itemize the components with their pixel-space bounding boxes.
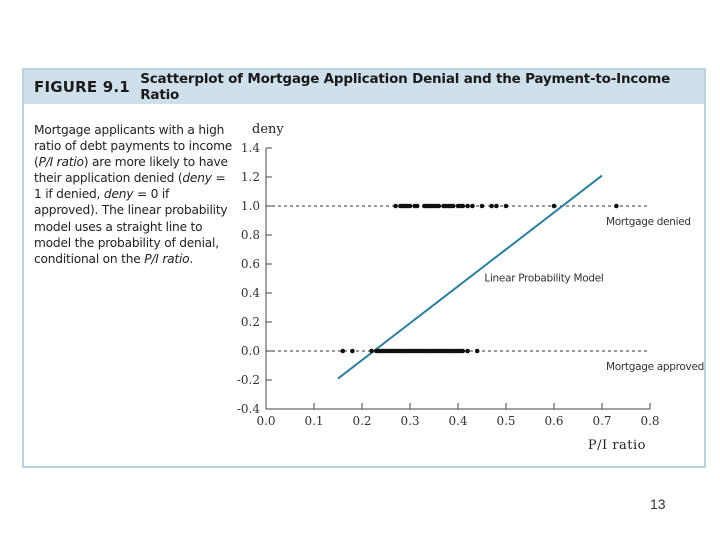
denied-point bbox=[465, 203, 470, 209]
caption-deny-1: deny bbox=[182, 171, 212, 186]
caption-text-1: Mortgage applicants with a high ratio of… bbox=[34, 123, 233, 170]
figure-header: FIGURE 9.1 Scatterplot of Mortgage Appli… bbox=[24, 70, 704, 104]
scatter-chart: -0.4 -0.2 0.0 0.2 0.4 0.6 0.8 1.0 1.2 1.4 0.0 0.1 0.… bbox=[237, 122, 704, 453]
caption-pi-ratio-2: P/I ratio bbox=[144, 251, 190, 266]
figure-box: FIGURE 9.1 Scatterplot of Mortgage Appli… bbox=[22, 68, 706, 468]
figure-title: Scatterplot of Mortgage Application Deni… bbox=[140, 71, 671, 103]
y-axis-label: deny bbox=[252, 122, 284, 137]
x-tick-label: 0.7 bbox=[592, 414, 611, 428]
x-tick-label: 0.0 bbox=[256, 414, 275, 428]
denied-point bbox=[460, 203, 466, 209]
approved-point bbox=[460, 348, 466, 354]
x-tick-label: 0.2 bbox=[352, 414, 371, 428]
x-tick-label: 0.5 bbox=[496, 414, 515, 428]
caption-text-4: = 0 if approved). The linear probability… bbox=[34, 187, 228, 266]
y-tick-label: 0.4 bbox=[241, 286, 260, 300]
reference-label-denied: Mortgage denied bbox=[606, 216, 691, 228]
approved-point bbox=[474, 348, 480, 354]
denied-point bbox=[450, 203, 456, 209]
y-tick-label: 1.4 bbox=[241, 141, 260, 155]
fit-line-label: Linear Probability Model bbox=[484, 272, 603, 284]
x-tick-label: 0.4 bbox=[448, 414, 467, 428]
x-axis-label: P/I ratio bbox=[588, 438, 646, 453]
linear-probability-line bbox=[337, 174, 603, 380]
caption-pi-ratio-1: P/I ratio bbox=[38, 155, 84, 170]
denied-point bbox=[414, 203, 420, 209]
y-tick-label: 0.6 bbox=[241, 257, 260, 271]
x-tick-label: 0.1 bbox=[304, 414, 323, 428]
y-tick-label: -0.4 bbox=[237, 402, 261, 416]
caption-text-5: . bbox=[189, 251, 194, 266]
y-tick-label: 0.2 bbox=[241, 315, 260, 329]
caption-deny-2: deny bbox=[103, 187, 134, 202]
y-tick-label: 1.2 bbox=[241, 170, 260, 184]
figure-caption: Mortgage applicants with a high ratio of… bbox=[34, 122, 234, 267]
page-number: 13 bbox=[650, 496, 666, 512]
x-tick-label: 0.3 bbox=[400, 414, 419, 428]
y-tick-label: 0.0 bbox=[241, 344, 260, 358]
denied-point bbox=[551, 203, 557, 209]
denied-point bbox=[494, 203, 499, 209]
denied-point bbox=[614, 203, 619, 209]
approved-point bbox=[369, 348, 374, 354]
approved-point bbox=[350, 348, 355, 354]
y-tick-label: 0.8 bbox=[241, 228, 260, 242]
denied-point bbox=[470, 203, 475, 209]
y-tick-label: -0.2 bbox=[237, 373, 260, 387]
approved-point bbox=[465, 348, 470, 354]
reference-label-approved: Mortgage approved bbox=[606, 361, 704, 373]
y-tick-label: 1.0 bbox=[241, 199, 260, 213]
approved-point bbox=[340, 348, 346, 354]
caption-text-2: ) are more likely to have their applicat… bbox=[34, 155, 228, 186]
figure-number: FIGURE 9.1 bbox=[34, 78, 130, 96]
x-tick-label: 0.6 bbox=[544, 414, 563, 428]
denied-point bbox=[436, 203, 442, 209]
caption-text-3: = 1 if denied, bbox=[34, 171, 226, 202]
denied-point bbox=[479, 203, 485, 209]
denied-point bbox=[393, 203, 398, 209]
denied-point bbox=[503, 203, 509, 209]
denied-point bbox=[489, 203, 494, 209]
denied-point bbox=[407, 203, 413, 209]
x-tick-label: 0.8 bbox=[640, 414, 659, 428]
